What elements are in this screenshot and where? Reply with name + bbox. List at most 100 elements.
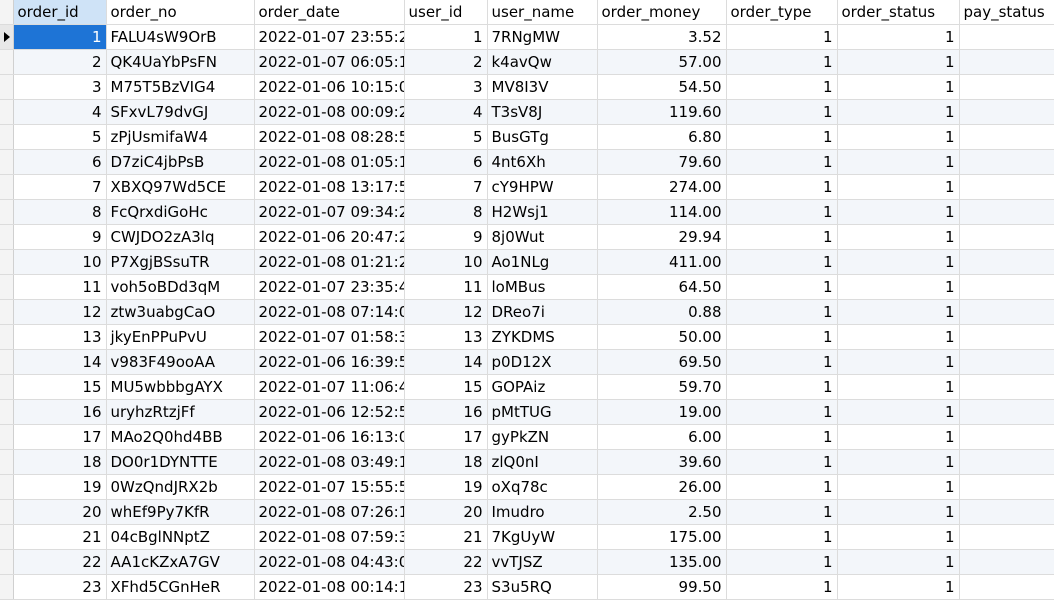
cell-order-money[interactable]: 3.52 [597, 24, 727, 50]
cell-user-id[interactable]: 17 [404, 424, 488, 450]
cell-user-name[interactable]: 7RNgMW [487, 24, 598, 50]
cell-order-no[interactable]: FALU4sW9OrB [106, 24, 255, 50]
cell-user-name[interactable]: zlQ0nI [487, 449, 598, 475]
cell-pay-status[interactable] [959, 299, 1054, 325]
cell-order-id[interactable]: 22 [13, 549, 107, 575]
cell-order-status[interactable]: 1 [837, 224, 960, 250]
cell-order-id[interactable]: 14 [13, 349, 107, 375]
cell-order-type[interactable]: 1 [726, 574, 838, 600]
cell-order-id[interactable]: 13 [13, 324, 107, 350]
cell-order-id[interactable]: 7 [13, 174, 107, 200]
row-selector[interactable] [0, 424, 14, 450]
cell-order-id[interactable]: 9 [13, 224, 107, 250]
cell-order-date[interactable]: 2022-01-08 07:26:11 [254, 499, 405, 525]
cell-order-id[interactable]: 10 [13, 249, 107, 275]
cell-user-id[interactable]: 14 [404, 349, 488, 375]
cell-order-date[interactable]: 2022-01-08 03:49:10 [254, 449, 405, 475]
cell-order-type[interactable]: 1 [726, 374, 838, 400]
cell-order-type[interactable]: 1 [726, 224, 838, 250]
cell-user-id[interactable]: 23 [404, 574, 488, 600]
cell-user-id[interactable]: 19 [404, 474, 488, 500]
cell-order-money[interactable]: 274.00 [597, 174, 727, 200]
table-row[interactable]: 4 SFxvL79dvGJ 2022-01-08 00:09:22 4 T3sV8J 11… [0, 99, 1054, 125]
cell-order-no[interactable]: FcQrxdiGoHc [106, 199, 255, 225]
row-selector[interactable] [0, 324, 14, 350]
cell-order-no[interactable]: AA1cKZxA7GV [106, 549, 255, 575]
cell-order-type[interactable]: 1 [726, 49, 838, 75]
cell-order-type[interactable]: 1 [726, 74, 838, 100]
table-row[interactable]: 5 zPjUsmifaW4 2022-01-08 08:28:56 5 BusGTg 6.… [0, 124, 1054, 150]
cell-user-name[interactable]: GOPAiz [487, 374, 598, 400]
cell-order-id[interactable]: 6 [13, 149, 107, 175]
table-row[interactable]: 23 XFhd5CGnHeR 2022-01-08 00:14:14 23 S3u5RQ… [0, 574, 1054, 600]
cell-order-type[interactable]: 1 [726, 174, 838, 200]
cell-order-type[interactable]: 1 [726, 449, 838, 475]
cell-order-date[interactable]: 2022-01-06 16:39:50 [254, 349, 405, 375]
column-header-order-type[interactable]: order_type [726, 0, 838, 25]
cell-order-id[interactable]: 4 [13, 99, 107, 125]
row-selector[interactable] [0, 249, 14, 275]
cell-pay-status[interactable] [959, 124, 1054, 150]
cell-order-id[interactable]: 15 [13, 374, 107, 400]
cell-order-date[interactable]: 2022-01-08 00:14:14 [254, 574, 405, 600]
cell-order-no[interactable]: 0WzQndJRX2b [106, 474, 255, 500]
table-row[interactable]: 7 XBXQ97Wd5CE 2022-01-08 13:17:53 7 cY9HPW 27… [0, 174, 1054, 200]
cell-order-id[interactable]: 18 [13, 449, 107, 475]
cell-order-status[interactable]: 1 [837, 449, 960, 475]
cell-order-date[interactable]: 2022-01-06 20:47:20 [254, 224, 405, 250]
cell-order-money[interactable]: 69.50 [597, 349, 727, 375]
cell-pay-status[interactable] [959, 399, 1054, 425]
cell-user-id[interactable]: 3 [404, 74, 488, 100]
cell-order-money[interactable]: 99.50 [597, 574, 727, 600]
cell-user-name[interactable]: ZYKDMS [487, 324, 598, 350]
row-selector[interactable] [0, 224, 14, 250]
cell-order-date[interactable]: 2022-01-08 01:21:24 [254, 249, 405, 275]
cell-order-status[interactable]: 1 [837, 199, 960, 225]
cell-user-name[interactable]: MV8I3V [487, 74, 598, 100]
cell-order-date[interactable]: 2022-01-07 15:55:54 [254, 474, 405, 500]
cell-order-id[interactable]: 21 [13, 524, 107, 550]
cell-order-date[interactable]: 2022-01-07 06:05:19 [254, 49, 405, 75]
cell-order-type[interactable]: 1 [726, 424, 838, 450]
cell-pay-status[interactable] [959, 324, 1054, 350]
cell-order-money[interactable]: 79.60 [597, 149, 727, 175]
row-selector[interactable] [0, 74, 14, 100]
cell-order-status[interactable]: 1 [837, 349, 960, 375]
cell-order-id[interactable]: 20 [13, 499, 107, 525]
cell-user-name[interactable]: 8j0Wut [487, 224, 598, 250]
cell-order-money[interactable]: 19.00 [597, 399, 727, 425]
cell-order-type[interactable]: 1 [726, 499, 838, 525]
cell-order-money[interactable]: 175.00 [597, 524, 727, 550]
cell-order-money[interactable]: 57.00 [597, 49, 727, 75]
row-selector[interactable] [0, 524, 14, 550]
column-header-user-name[interactable]: user_name [487, 0, 598, 25]
row-selector[interactable] [0, 349, 14, 375]
cell-user-id[interactable]: 6 [404, 149, 488, 175]
cell-order-id[interactable]: 3 [13, 74, 107, 100]
row-selector[interactable] [0, 499, 14, 525]
cell-pay-status[interactable] [959, 549, 1054, 575]
cell-order-status[interactable]: 1 [837, 174, 960, 200]
cell-user-id[interactable]: 18 [404, 449, 488, 475]
cell-user-name[interactable]: p0D12X [487, 349, 598, 375]
cell-order-no[interactable]: QK4UaYbPsFN [106, 49, 255, 75]
row-selector[interactable] [0, 399, 14, 425]
cell-order-date[interactable]: 2022-01-08 07:14:06 [254, 299, 405, 325]
table-row[interactable]: 15 MU5wbbbgAYX 2022-01-07 11:06:43 15 GOPAiz… [0, 374, 1054, 400]
cell-order-status[interactable]: 1 [837, 399, 960, 425]
cell-user-id[interactable]: 10 [404, 249, 488, 275]
cell-order-type[interactable]: 1 [726, 299, 838, 325]
cell-pay-status[interactable] [959, 574, 1054, 600]
cell-order-date[interactable]: 2022-01-07 11:06:43 [254, 374, 405, 400]
cell-order-id[interactable]: 8 [13, 199, 107, 225]
table-row[interactable]: 20 whEf9Py7KfR 2022-01-08 07:26:11 20 Imudro… [0, 499, 1054, 525]
row-selector[interactable] [0, 299, 14, 325]
row-selector[interactable] [0, 474, 14, 500]
cell-order-type[interactable]: 1 [726, 99, 838, 125]
cell-order-status[interactable]: 1 [837, 324, 960, 350]
cell-order-money[interactable]: 6.80 [597, 124, 727, 150]
cell-user-id[interactable]: 20 [404, 499, 488, 525]
table-row[interactable]: 21 04cBglNNptZ 2022-01-08 07:59:33 21 7KgUyW… [0, 524, 1054, 550]
cell-order-no[interactable]: SFxvL79dvGJ [106, 99, 255, 125]
cell-order-no[interactable]: zPjUsmifaW4 [106, 124, 255, 150]
